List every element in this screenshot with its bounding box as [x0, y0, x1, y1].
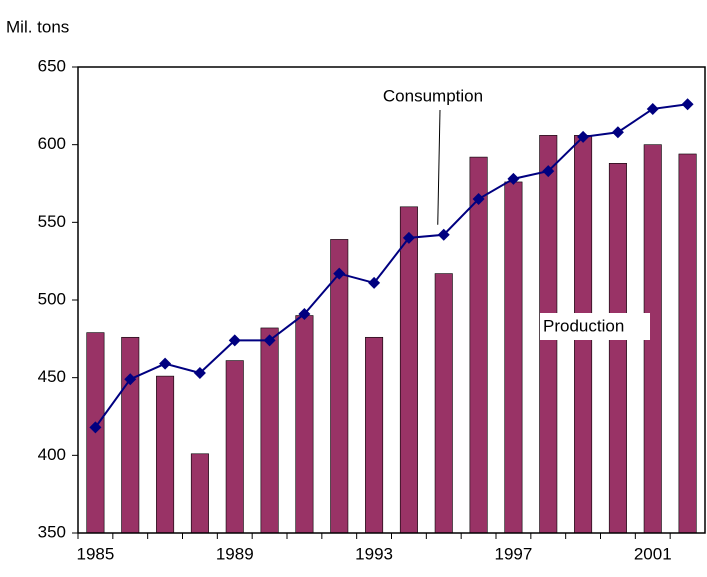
- marker: [402, 231, 415, 244]
- bar: [330, 239, 349, 534]
- marker: [437, 228, 450, 241]
- bar: [190, 453, 209, 534]
- marker: [368, 276, 381, 289]
- bar: [295, 315, 314, 534]
- legend-label: Consumption: [383, 86, 483, 105]
- legend-label-bg: [540, 313, 650, 340]
- marker: [159, 357, 172, 370]
- bar: [156, 375, 175, 534]
- x-tick-label: 1985: [77, 544, 115, 563]
- marker: [89, 421, 102, 434]
- marker: [193, 367, 206, 380]
- bar: [504, 181, 523, 534]
- y-tick-label: 400: [38, 445, 66, 464]
- x-tick-label: 2001: [634, 544, 672, 563]
- marker: [298, 307, 311, 320]
- y-tick-label: 450: [38, 367, 66, 386]
- bar: [434, 273, 453, 534]
- x-tick-label: 1993: [355, 544, 393, 563]
- legend-label: Production: [543, 316, 624, 335]
- marker: [507, 172, 520, 185]
- bar: [678, 153, 697, 534]
- bar: [121, 336, 140, 534]
- marker: [228, 334, 241, 347]
- x-tick-label: 1997: [495, 544, 533, 563]
- y-tick-label: 550: [38, 212, 66, 231]
- marker: [263, 334, 276, 347]
- marker: [681, 98, 694, 111]
- marker: [611, 126, 624, 139]
- bar: [365, 336, 384, 534]
- y-tick-label: 600: [38, 134, 66, 153]
- bar: [469, 156, 488, 534]
- marker: [472, 193, 485, 206]
- annotation-leader: [437, 109, 441, 225]
- bar: [260, 327, 279, 534]
- bar: [608, 163, 627, 534]
- marker: [124, 373, 137, 386]
- marker: [542, 165, 555, 178]
- y-tick-label: 350: [38, 522, 66, 541]
- marker: [646, 102, 659, 115]
- marker: [577, 130, 590, 143]
- bar: [225, 360, 244, 534]
- marker: [333, 267, 346, 280]
- x-tick-label: 1989: [216, 544, 254, 563]
- y-axis-label: Mil. tons: [6, 17, 69, 36]
- plot-frame: [77, 66, 706, 534]
- y-tick-label: 500: [38, 289, 66, 308]
- bar: [399, 206, 418, 534]
- line: [94, 103, 688, 428]
- y-tick-label: 650: [38, 56, 66, 75]
